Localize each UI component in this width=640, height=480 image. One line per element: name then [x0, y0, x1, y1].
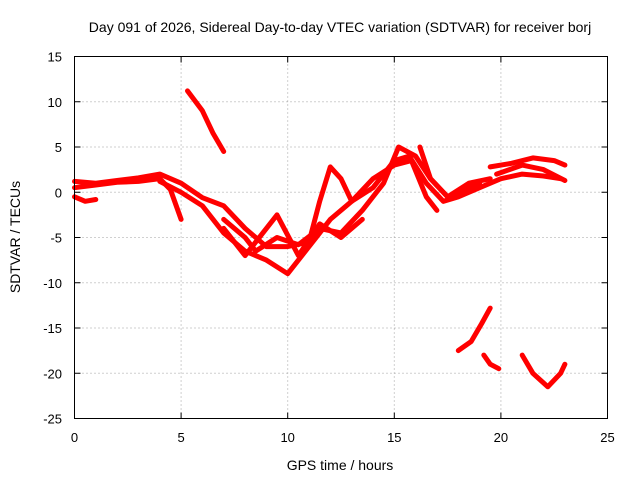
x-tick-label: 20 [494, 430, 508, 445]
x-tick-label: 0 [71, 430, 78, 445]
y-tick-label: -25 [43, 412, 62, 427]
chart-title: Day 091 of 2026, Sidereal Day-to-day VTE… [89, 19, 591, 35]
y-tick-label: 5 [55, 140, 62, 155]
series-track-a [72, 153, 564, 250]
series-track-l [481, 352, 502, 372]
series-track-j [185, 88, 227, 154]
y-tick-label: -20 [43, 366, 62, 381]
series-track-g [417, 144, 483, 200]
series-track-c [72, 194, 99, 204]
y-tick-labels: -25 -20 -15 -10 -5 0 5 10 15 [43, 50, 62, 427]
series-track-h [487, 155, 568, 170]
x-tick-label: 15 [387, 430, 401, 445]
y-axis-label: SDTVAR / TECUs [7, 181, 23, 293]
x-tick-label: 10 [280, 430, 294, 445]
y-tick-label: 0 [55, 185, 62, 200]
x-tick-label: 25 [600, 430, 614, 445]
x-tick-labels: 0 5 10 15 20 25 [71, 430, 615, 445]
axis-ticks [74, 56, 608, 419]
y-tick-label: -5 [50, 231, 62, 246]
y-tick-label: -10 [43, 276, 62, 291]
series-track-k [455, 305, 493, 354]
data-series [72, 88, 568, 390]
x-axis-label: GPS time / hours [287, 457, 394, 473]
series-track-f [221, 212, 365, 259]
series-track-i [494, 162, 568, 183]
y-tick-label: 10 [48, 95, 62, 110]
y-tick-label: 15 [48, 50, 62, 65]
series-track-d [157, 158, 440, 277]
series-track-m [519, 352, 568, 390]
y-tick-label: -15 [43, 321, 62, 336]
x-tick-label: 5 [177, 430, 184, 445]
